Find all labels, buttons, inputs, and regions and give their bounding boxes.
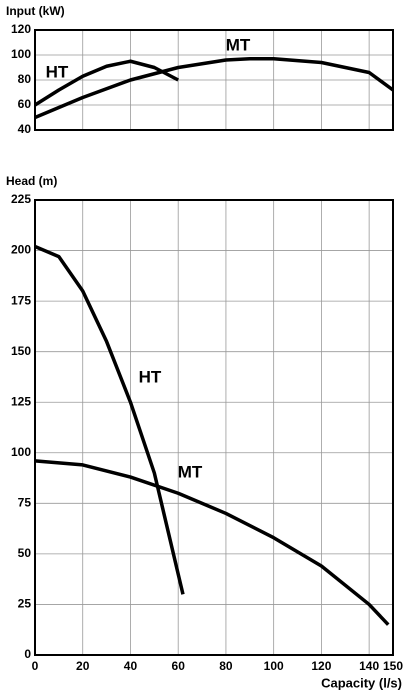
y-tick-label: 120 <box>11 22 31 36</box>
y-tick-label: 175 <box>11 293 31 307</box>
plot-frame <box>34 29 394 131</box>
x-tick-label: 0 <box>32 659 39 673</box>
x-tick-label: 40 <box>124 659 138 673</box>
y-tick-label: 25 <box>18 597 32 611</box>
series-label: HT <box>139 367 162 386</box>
y-tick-label: 0 <box>24 647 31 661</box>
y-tick-label: 100 <box>11 47 31 61</box>
y-axis-label: Head (m) <box>6 174 57 188</box>
x-tick-label: 120 <box>311 659 331 673</box>
y-tick-label: 225 <box>11 192 31 206</box>
x-axis-label: Capacity (l/s) <box>321 675 402 690</box>
y-tick-label: 80 <box>18 72 32 86</box>
x-tick-label: 150 <box>383 659 403 673</box>
line <box>34 57 395 120</box>
y-tick-label: 40 <box>18 122 32 136</box>
plot-frame <box>34 199 394 656</box>
x-tick-label: 80 <box>219 659 233 673</box>
y-tick-label: 125 <box>11 394 31 408</box>
line <box>34 244 185 595</box>
y-tick-label: 50 <box>18 546 32 560</box>
y-tick-label: 100 <box>11 445 31 459</box>
x-tick-label: 60 <box>172 659 186 673</box>
y-axis-label: Input (kW) <box>6 4 65 18</box>
y-tick-label: 75 <box>18 496 32 510</box>
series-label: MT <box>178 462 203 481</box>
line <box>34 459 390 626</box>
y-tick-label: 150 <box>11 344 31 358</box>
series-label: HT <box>46 62 69 81</box>
y-tick-label: 200 <box>11 243 31 257</box>
x-tick-label: 100 <box>264 659 284 673</box>
x-tick-label: 140 <box>359 659 379 673</box>
series-label: MT <box>226 35 251 54</box>
x-tick-label: 20 <box>76 659 90 673</box>
line <box>34 59 180 107</box>
y-tick-label: 60 <box>18 97 32 111</box>
